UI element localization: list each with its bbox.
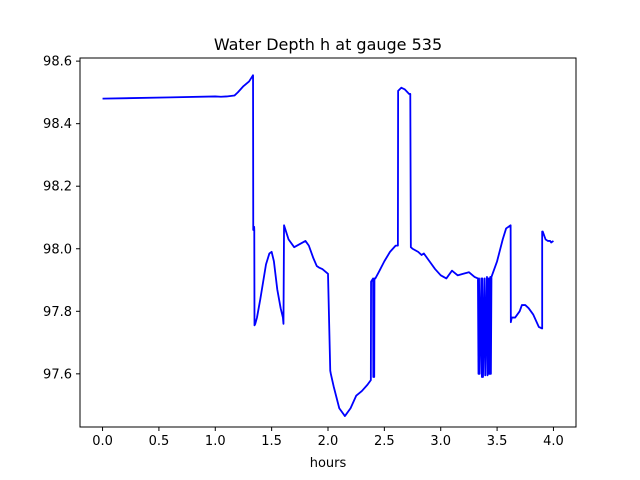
y-tick-label: 98.4 (43, 117, 72, 132)
y-axis-ticks: 97.6 97.8 98.0 98.2 98.4 98.6 (43, 55, 80, 382)
x-tick-label: 2.5 (374, 434, 395, 449)
x-axis-label: hours (310, 456, 347, 471)
x-tick-label: 0.5 (149, 434, 170, 449)
plot-area (80, 58, 576, 427)
y-tick-label: 97.8 (43, 305, 72, 320)
x-tick-label: 1.0 (205, 434, 226, 449)
x-tick-label: 2.0 (318, 434, 339, 449)
series-layer (102, 74, 554, 417)
chart-title: Water Depth h at gauge 535 (214, 35, 442, 54)
x-axis-ticks: 0.0 0.5 1.0 1.5 2.0 2.5 3.0 3.5 4.0 (92, 427, 564, 449)
x-tick-label: 4.0 (543, 434, 564, 449)
series-line-0 (102, 74, 554, 417)
x-tick-label: 3.5 (487, 434, 508, 449)
x-tick-label: 0.0 (92, 434, 113, 449)
y-tick-label: 98.6 (43, 55, 72, 70)
y-tick-label: 98.2 (43, 180, 72, 195)
x-tick-label: 1.5 (261, 434, 282, 449)
y-tick-label: 98.0 (43, 242, 72, 257)
y-tick-label: 97.6 (43, 367, 72, 382)
x-tick-label: 3.0 (430, 434, 451, 449)
